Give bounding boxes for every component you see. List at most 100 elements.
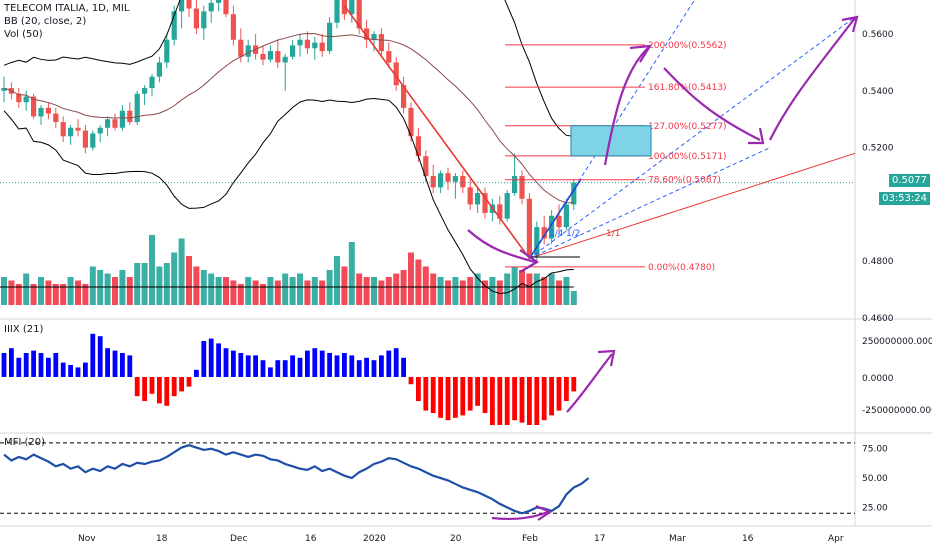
iiix-bar — [290, 355, 295, 377]
candle-body — [386, 51, 392, 63]
iiix-bar — [245, 355, 251, 377]
candle-body — [356, 0, 362, 29]
volume-bar — [467, 277, 474, 305]
volume-bar — [149, 235, 155, 305]
volume-bar — [260, 284, 266, 305]
iiix-tick-label: -250000000.0000 — [862, 406, 932, 416]
gann-fan-line — [529, 147, 771, 259]
candle-body — [75, 127, 81, 131]
price-tick-label: 0.4800 — [862, 257, 894, 267]
fib-level-label: 0.00%(0.4780) — [648, 263, 715, 273]
candle-body — [349, 0, 355, 15]
volume-bar — [563, 277, 570, 305]
projection-arrow — [603, 47, 649, 166]
iiix-tick-label: 0.0000 — [862, 374, 894, 384]
volume-bar — [104, 273, 111, 305]
volume-bar — [311, 277, 318, 305]
candle-body — [571, 182, 577, 205]
volume-bar — [75, 280, 81, 305]
iiix-bar — [453, 377, 458, 418]
pointer-arrow — [467, 229, 536, 264]
symbol-title[interactable]: TELECOM ITALIA, 1D, MIL — [4, 3, 130, 14]
gann-fan-line — [529, 16, 856, 259]
candle-body — [45, 107, 51, 114]
arrowhead — [748, 127, 765, 145]
iiix-bar — [504, 377, 510, 425]
bb-legend[interactable]: BB (20, close, 2) — [4, 16, 87, 27]
candle-body — [556, 215, 562, 228]
candle-body — [312, 42, 318, 49]
volume-bar — [496, 280, 503, 305]
iiix-bar — [83, 362, 88, 377]
iiix-bar — [541, 377, 547, 421]
iiix-bar — [60, 362, 66, 377]
iiix-bar — [349, 355, 355, 377]
candle-body — [290, 45, 296, 57]
candle-body — [260, 53, 266, 60]
arrowhead — [535, 504, 553, 521]
iiix-bar — [475, 377, 480, 406]
x-tick-label: Dec — [230, 534, 247, 544]
candle-body — [438, 173, 444, 188]
volume-bar — [163, 263, 170, 305]
candle-body — [460, 176, 466, 188]
volume-bar — [378, 280, 385, 305]
volume-bar — [548, 273, 555, 305]
candle-body — [119, 110, 125, 128]
candle-body — [238, 39, 244, 57]
mfi-legend[interactable]: MFI (20) — [4, 437, 46, 448]
iiix-bar — [253, 355, 258, 377]
vol-legend[interactable]: Vol (50) — [4, 29, 43, 40]
projection-arrow — [566, 353, 613, 413]
iiix-bar — [149, 377, 155, 394]
iiix-legend[interactable]: IIIX (21) — [4, 324, 44, 335]
candle-body — [415, 136, 421, 157]
volume-bar — [15, 284, 22, 305]
volume-bar — [8, 280, 15, 305]
iiix-bar — [445, 377, 451, 421]
iiix-bar — [430, 377, 436, 413]
iiix-bar — [564, 377, 569, 401]
iiix-bar — [379, 355, 384, 377]
mfi-tick-label: 50.00 — [862, 474, 888, 484]
volume-bar — [60, 284, 67, 305]
candle-body — [267, 51, 273, 60]
iiix-bar — [90, 333, 96, 377]
price-tick-label: 0.5400 — [862, 87, 894, 97]
volume-bar — [193, 266, 200, 305]
volume-bar — [82, 284, 89, 305]
iiix-bar — [482, 377, 488, 413]
candle-body — [452, 176, 458, 182]
candle-body — [186, 0, 192, 9]
iiix-bar — [179, 377, 184, 392]
iiix-bar — [356, 360, 362, 377]
iiix-bar — [401, 357, 406, 377]
downtrend-line — [343, 5, 531, 259]
volume-bar — [134, 263, 141, 305]
candle-body — [275, 51, 281, 63]
iiix-bar — [416, 377, 421, 401]
price-tick-label: 0.4600 — [862, 314, 894, 324]
candle-body — [60, 122, 66, 137]
iiix-bar — [305, 350, 310, 377]
mfi-tick-label: 25.00 — [862, 503, 888, 513]
candle-body — [563, 204, 569, 228]
candle-body — [371, 34, 377, 40]
candle-body — [423, 156, 429, 177]
iiix-bar — [527, 377, 532, 425]
fib-level-label: 78.60%(0.5087) — [648, 176, 721, 186]
candle-body — [304, 39, 310, 49]
iiix-bar — [201, 341, 207, 377]
gann-label: 1/1 — [606, 229, 620, 239]
volume-bar — [334, 256, 340, 305]
iiix-bar — [534, 377, 540, 425]
volume-bar — [297, 273, 303, 305]
volume-bar — [348, 242, 355, 305]
price-tick-label: 0.5200 — [862, 144, 894, 154]
candle-body — [519, 176, 525, 199]
candle-body — [127, 110, 133, 123]
iiix-bar — [275, 360, 281, 377]
iiix-bar — [97, 336, 103, 377]
arrowhead — [629, 44, 653, 63]
volume-bar — [356, 273, 363, 305]
